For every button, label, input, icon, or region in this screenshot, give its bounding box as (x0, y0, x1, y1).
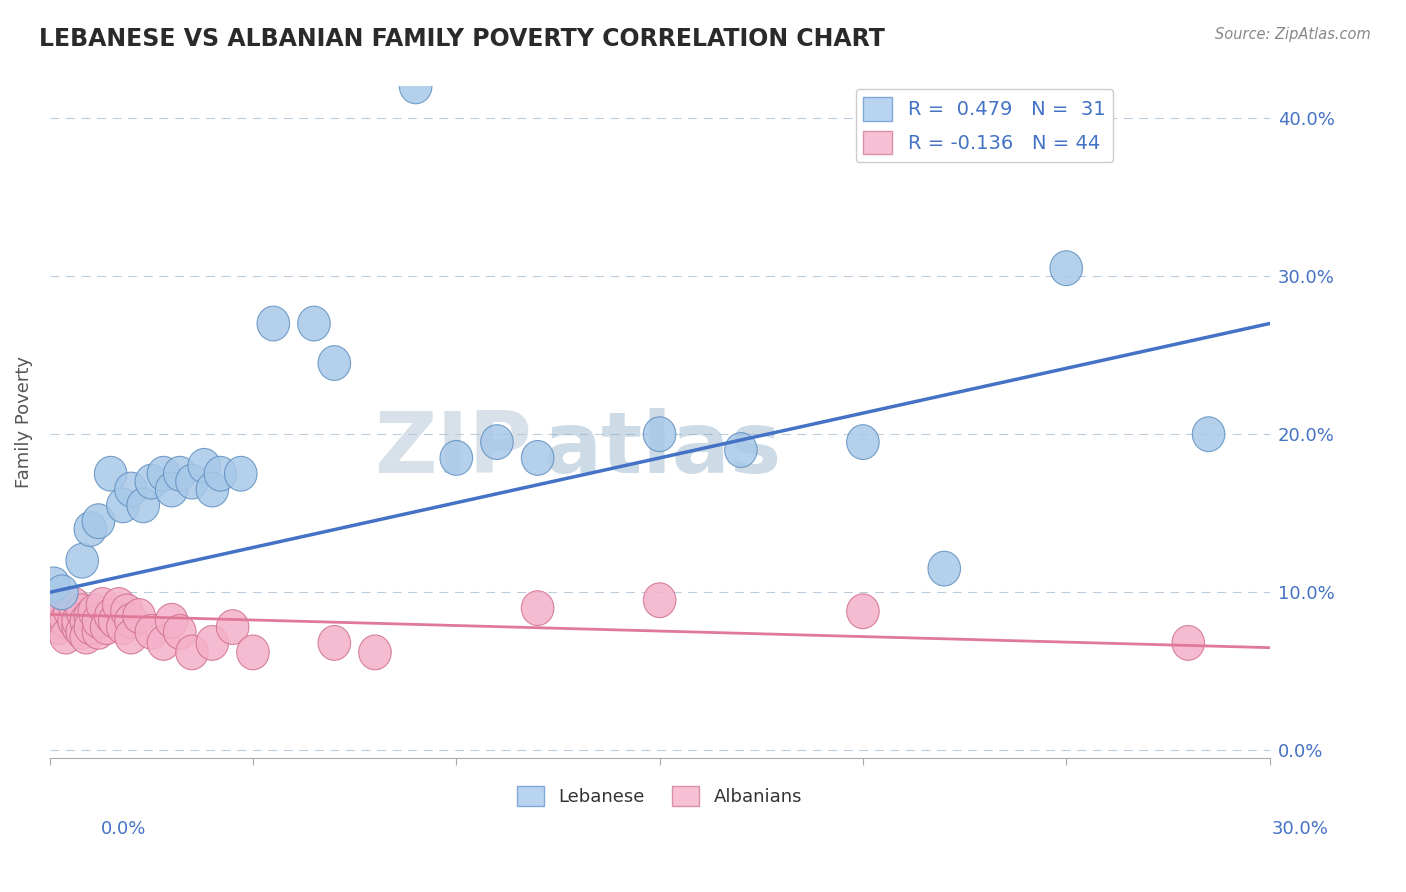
Ellipse shape (115, 619, 148, 654)
Ellipse shape (724, 433, 758, 467)
Ellipse shape (399, 69, 432, 103)
Ellipse shape (58, 588, 90, 623)
Ellipse shape (79, 594, 111, 629)
Y-axis label: Family Poverty: Family Poverty (15, 356, 32, 488)
Ellipse shape (163, 457, 195, 491)
Ellipse shape (49, 603, 82, 638)
Text: atlas: atlas (544, 408, 782, 491)
Ellipse shape (86, 588, 118, 623)
Ellipse shape (82, 615, 115, 649)
Ellipse shape (90, 610, 122, 645)
Ellipse shape (75, 599, 107, 633)
Ellipse shape (1173, 625, 1205, 660)
Ellipse shape (163, 615, 195, 649)
Ellipse shape (318, 625, 350, 660)
Text: Source: ZipAtlas.com: Source: ZipAtlas.com (1215, 27, 1371, 42)
Ellipse shape (94, 457, 127, 491)
Ellipse shape (45, 575, 79, 610)
Ellipse shape (846, 425, 879, 459)
Ellipse shape (66, 594, 98, 629)
Ellipse shape (195, 625, 229, 660)
Ellipse shape (115, 472, 148, 507)
Ellipse shape (644, 417, 676, 451)
Ellipse shape (122, 599, 156, 633)
Ellipse shape (188, 449, 221, 483)
Legend: Lebanese, Albanians: Lebanese, Albanians (510, 779, 810, 814)
Ellipse shape (522, 441, 554, 475)
Ellipse shape (53, 594, 86, 629)
Ellipse shape (62, 603, 94, 638)
Ellipse shape (176, 635, 208, 670)
Ellipse shape (115, 603, 148, 638)
Ellipse shape (75, 610, 107, 645)
Ellipse shape (135, 615, 167, 649)
Ellipse shape (38, 603, 70, 638)
Ellipse shape (70, 619, 103, 654)
Ellipse shape (318, 346, 350, 381)
Ellipse shape (225, 457, 257, 491)
Ellipse shape (75, 512, 107, 547)
Ellipse shape (98, 603, 131, 638)
Ellipse shape (127, 488, 159, 523)
Ellipse shape (49, 619, 82, 654)
Text: 0.0%: 0.0% (101, 820, 146, 838)
Ellipse shape (928, 551, 960, 586)
Ellipse shape (135, 464, 167, 499)
Ellipse shape (846, 594, 879, 629)
Text: 30.0%: 30.0% (1272, 820, 1329, 838)
Ellipse shape (257, 306, 290, 341)
Ellipse shape (1050, 251, 1083, 285)
Ellipse shape (58, 603, 90, 638)
Ellipse shape (1192, 417, 1225, 451)
Ellipse shape (204, 457, 236, 491)
Ellipse shape (176, 464, 208, 499)
Ellipse shape (82, 504, 115, 539)
Ellipse shape (440, 441, 472, 475)
Ellipse shape (522, 591, 554, 625)
Ellipse shape (359, 635, 391, 670)
Ellipse shape (156, 472, 188, 507)
Ellipse shape (148, 625, 180, 660)
Ellipse shape (298, 306, 330, 341)
Ellipse shape (42, 610, 75, 645)
Ellipse shape (62, 610, 94, 645)
Ellipse shape (156, 603, 188, 638)
Ellipse shape (107, 488, 139, 523)
Ellipse shape (195, 472, 229, 507)
Ellipse shape (70, 603, 103, 638)
Ellipse shape (107, 610, 139, 645)
Ellipse shape (45, 594, 79, 629)
Ellipse shape (66, 543, 98, 578)
Ellipse shape (217, 610, 249, 645)
Ellipse shape (103, 588, 135, 623)
Ellipse shape (644, 582, 676, 617)
Ellipse shape (66, 615, 98, 649)
Ellipse shape (148, 457, 180, 491)
Ellipse shape (236, 635, 269, 670)
Text: LEBANESE VS ALBANIAN FAMILY POVERTY CORRELATION CHART: LEBANESE VS ALBANIAN FAMILY POVERTY CORR… (39, 27, 886, 51)
Ellipse shape (82, 603, 115, 638)
Text: ZIP: ZIP (374, 408, 531, 491)
Ellipse shape (94, 599, 127, 633)
Ellipse shape (481, 425, 513, 459)
Ellipse shape (111, 594, 143, 629)
Ellipse shape (38, 567, 70, 602)
Ellipse shape (42, 588, 75, 623)
